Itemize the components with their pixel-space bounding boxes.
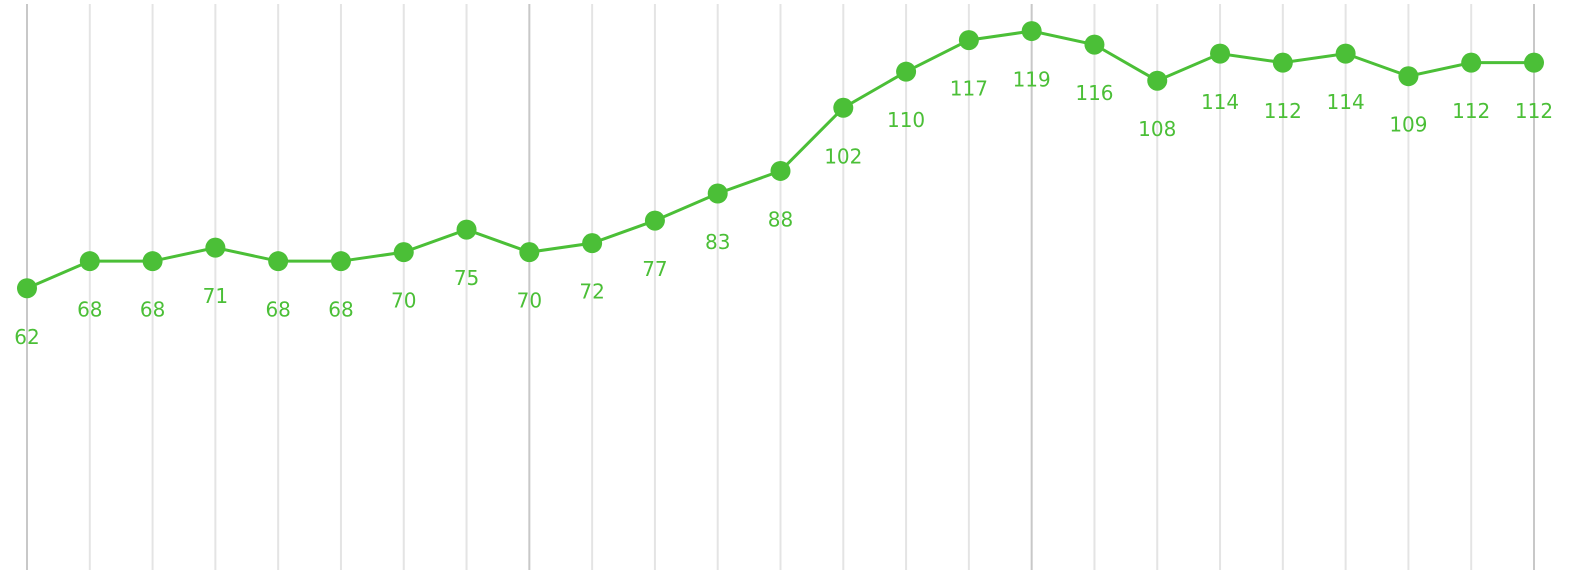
point [1021,21,1042,42]
data-label: 71 [203,284,228,308]
data-label: 72 [579,280,604,304]
point [79,251,100,272]
point [1210,43,1231,64]
point [456,219,477,240]
data-label: 68 [265,298,290,322]
point [1335,43,1356,64]
data-label: 70 [517,289,542,313]
point [644,210,665,231]
data-label: 114 [1327,90,1365,114]
point [958,30,979,51]
point [1147,70,1168,91]
data-label: 102 [824,144,862,168]
point [519,242,540,263]
point [205,237,226,258]
data-label: 109 [1389,113,1427,137]
point [268,251,289,272]
data-label: 119 [1013,68,1051,92]
data-label: 83 [705,230,730,254]
data-label: 112 [1515,99,1553,123]
data-label: 114 [1201,90,1239,114]
data-label: 116 [1075,81,1113,105]
data-label: 117 [950,77,988,101]
point [896,61,917,82]
data-label: 68 [77,298,102,322]
data-label: 68 [328,298,353,322]
data-label: 108 [1138,117,1176,141]
point [1524,52,1544,73]
data-label: 70 [391,289,416,313]
point [393,242,414,263]
point [1272,52,1293,73]
data-label: 110 [887,108,925,132]
data-label: 62 [14,325,39,349]
data-label: 75 [454,266,479,290]
point [770,160,791,181]
data-label: 112 [1264,99,1302,123]
data-label: 68 [140,298,165,322]
point [142,251,163,272]
data-label: 112 [1452,99,1490,123]
point [582,233,603,254]
point [1084,34,1105,55]
point [1461,52,1482,73]
data-label: 77 [642,257,667,281]
point [17,278,37,299]
point [833,97,854,118]
point [1398,66,1419,87]
point [330,251,351,272]
data-label: 88 [768,207,793,231]
point [707,183,728,204]
